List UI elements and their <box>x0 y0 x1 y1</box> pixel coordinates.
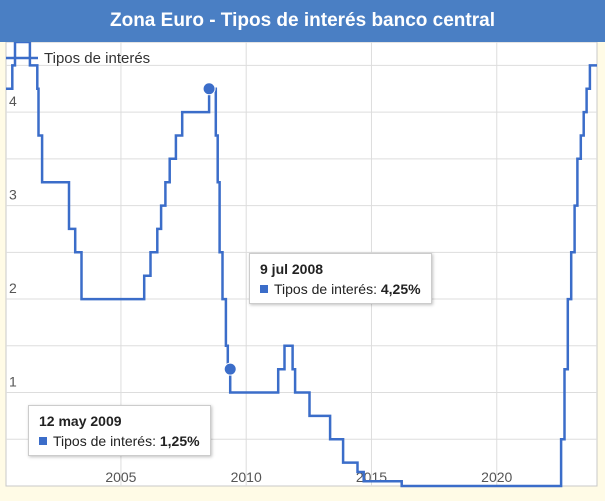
tooltip-series-label: Tipos de interés: <box>274 281 381 297</box>
tooltip-row: Tipos de interés: 1,25% <box>39 433 200 449</box>
hover-marker <box>223 362 237 376</box>
legend-label: Tipos de interés <box>44 50 150 67</box>
tooltip-upper: 9 jul 2008 Tipos de interés: 4,25% <box>249 253 432 304</box>
chart-title: Zona Euro - Tipos de interés banco centr… <box>0 0 605 42</box>
x-tick-label: 2005 <box>105 469 136 485</box>
tooltip-value: 1,25% <box>159 433 200 449</box>
tooltip-series-swatch <box>39 437 47 445</box>
tooltip-date: 9 jul 2008 <box>260 261 324 277</box>
tooltip-row: Tipos de interés: 4,25% <box>260 281 421 297</box>
series-line-tipos-de-interes <box>6 42 597 488</box>
tooltip-lower: 12 may 2009 Tipos de interés: 1,25% <box>28 405 211 456</box>
x-tick-label: 2020 <box>481 469 512 485</box>
y-tick-label: 4 <box>9 93 17 109</box>
y-tick-label: 1 <box>9 374 17 390</box>
tooltip-date: 12 may 2009 <box>39 413 122 429</box>
legend: Tipos de interés <box>6 50 150 67</box>
tooltip-series-label: Tipos de interés: <box>53 433 160 449</box>
x-tick-label: 2010 <box>231 469 262 485</box>
tooltip-value: 4,25% <box>380 281 421 297</box>
hover-marker <box>202 82 216 96</box>
chart-area[interactable]: 1 2 3 4 2005 2010 2015 2020 Tipos de interés 9 j… <box>0 42 605 501</box>
tooltip-series-swatch <box>260 285 268 293</box>
y-tick-label: 3 <box>9 187 17 203</box>
y-tick-label: 2 <box>9 280 17 296</box>
